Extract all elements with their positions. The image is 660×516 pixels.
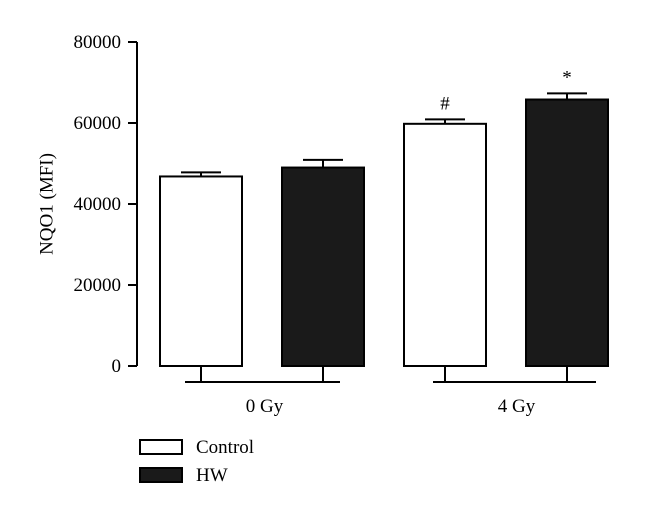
significance-marker: *: [562, 67, 572, 88]
bar-control-4gy: [403, 122, 487, 367]
bars: #*: [159, 67, 609, 367]
x-tick-label: 4 Gy: [498, 396, 536, 417]
y-tick-label: 60000: [74, 113, 122, 134]
y-tick-label: 20000: [74, 275, 122, 296]
significance-marker: #: [440, 93, 450, 114]
y-axis-label: NQO1 (MFI): [37, 153, 58, 255]
bar-hw-4gy: [525, 98, 609, 367]
legend-label-control: Control: [196, 437, 254, 458]
group-axis: 0 Gy 4 Gy: [185, 366, 596, 417]
legend: Control HW: [139, 437, 254, 486]
legend-swatch-hw: [139, 467, 183, 483]
bar-hw-0gy: [281, 166, 365, 367]
y-tick-label: 0: [112, 356, 122, 377]
legend-swatch-control: [139, 439, 183, 455]
x-tick-label: 0 Gy: [246, 396, 284, 417]
bar-control-0gy: [159, 175, 243, 367]
y-tick-label: 40000: [74, 194, 122, 215]
y-tick-label: 80000: [74, 32, 122, 53]
y-ticks: 0 20000 40000 60000 80000: [74, 32, 137, 377]
legend-label-hw: HW: [196, 465, 228, 486]
